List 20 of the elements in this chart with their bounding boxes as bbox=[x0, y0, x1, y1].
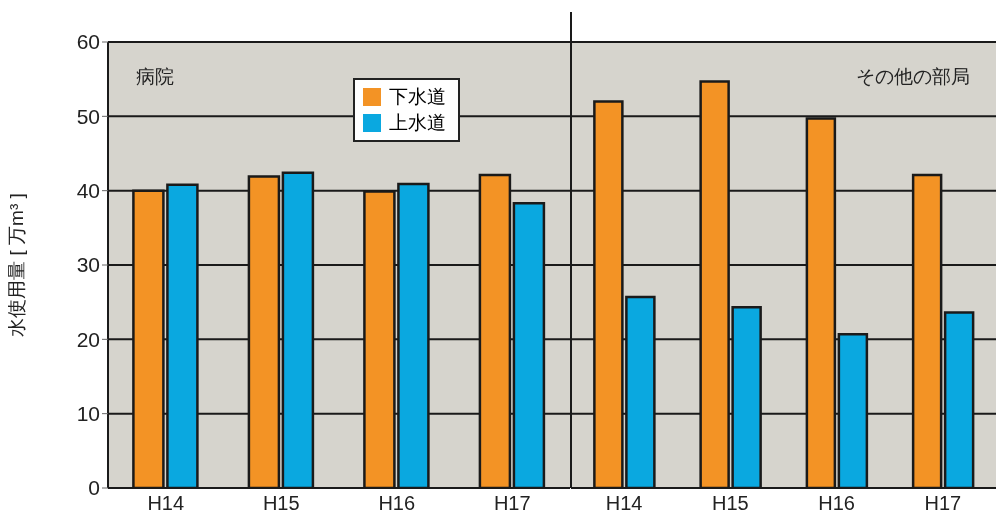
y-tick-label: 20 bbox=[76, 327, 100, 351]
y-axis-title: 水使用量 [ 万m³ ] bbox=[5, 193, 27, 337]
x-tick-label: H17 bbox=[924, 492, 962, 515]
x-tick-label: H14 bbox=[147, 492, 185, 515]
x-tick-label: H15 bbox=[712, 492, 749, 515]
y-tick-label: 50 bbox=[76, 104, 100, 128]
y-tick-label: 60 bbox=[76, 30, 100, 54]
x-tick-label: H14 bbox=[605, 492, 643, 515]
legend-label: 下水道 bbox=[389, 85, 446, 109]
y-tick-label: 0 bbox=[88, 476, 100, 500]
y-tick-label: 10 bbox=[76, 402, 100, 426]
x-tick-label: H16 bbox=[378, 492, 416, 515]
legend-label: 上水道 bbox=[389, 111, 446, 135]
y-tick-label: 30 bbox=[76, 253, 100, 277]
y-tick-label: 40 bbox=[76, 179, 100, 203]
annotation: その他の部局 bbox=[856, 65, 970, 89]
x-tick-label: H16 bbox=[818, 492, 855, 515]
x-tick-label: H17 bbox=[493, 492, 531, 515]
annotation: 病院 bbox=[136, 65, 174, 89]
x-tick-label: H15 bbox=[262, 492, 300, 515]
